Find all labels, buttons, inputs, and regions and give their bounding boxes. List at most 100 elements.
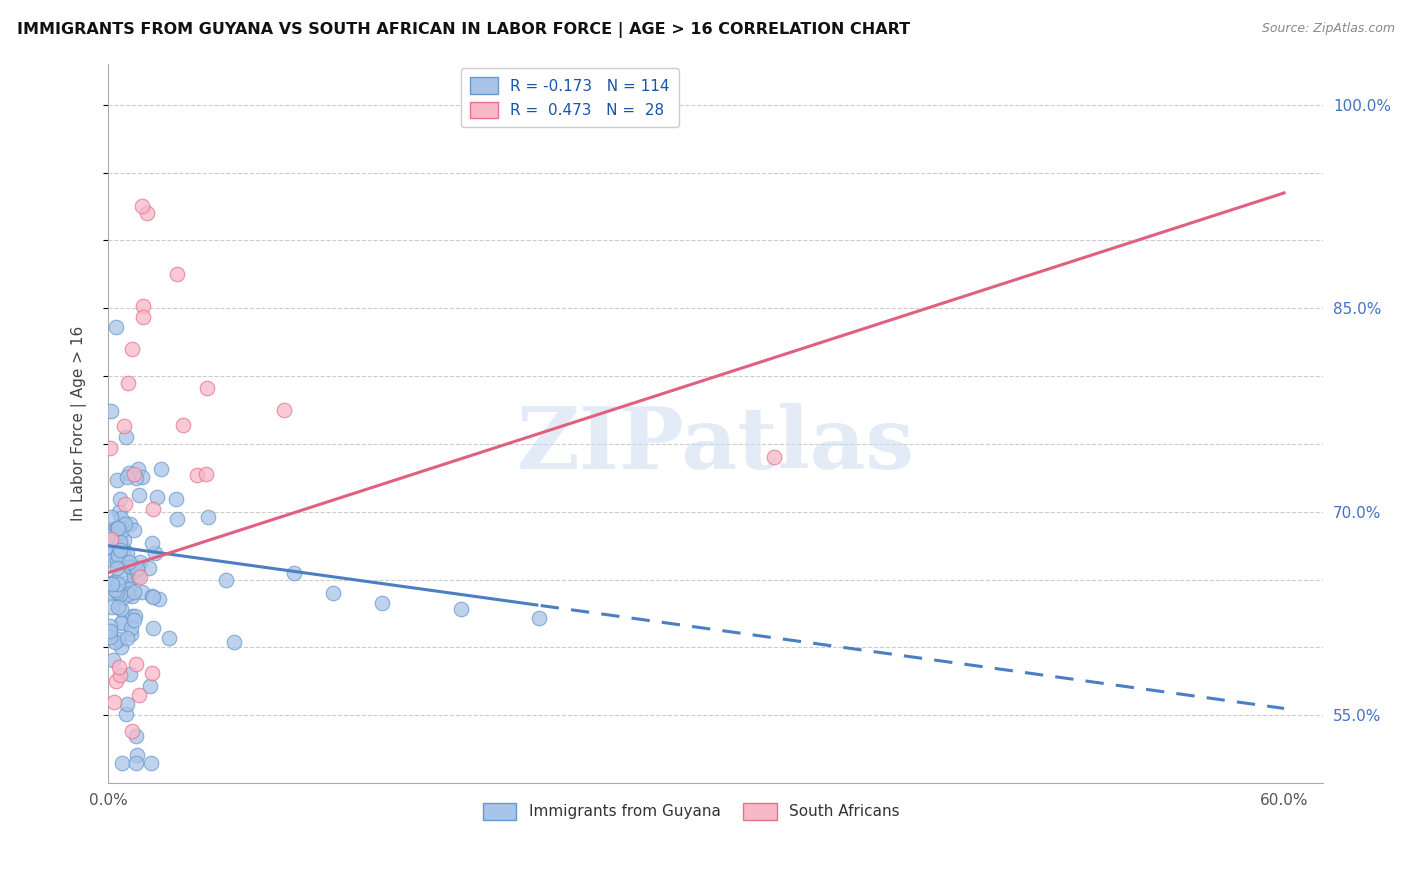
Point: [118, 666, 141, 681]
Point: [112, 419, 135, 434]
Point: [197, 509, 219, 524]
Point: [115, 706, 138, 721]
Point: [142, 590, 165, 604]
Point: [129, 570, 152, 584]
Point: [100, 630, 122, 644]
Point: [101, 581, 124, 595]
Point: [114, 582, 136, 597]
Point: [148, 592, 170, 607]
Point: [108, 492, 131, 507]
Point: [166, 511, 188, 525]
Point: [110, 540, 132, 554]
Point: [108, 587, 131, 601]
Point: [125, 471, 148, 485]
Point: [107, 505, 129, 519]
Point: [111, 615, 134, 629]
Point: [105, 554, 128, 568]
Point: [450, 602, 472, 616]
Point: [105, 520, 128, 534]
Point: [101, 585, 124, 599]
Point: [115, 546, 138, 560]
Point: [100, 532, 122, 546]
Point: [120, 560, 142, 574]
Point: [172, 418, 194, 433]
Point: [122, 585, 145, 599]
Point: [124, 608, 146, 623]
Point: [104, 574, 127, 589]
Point: [283, 566, 305, 580]
Point: [124, 657, 146, 671]
Point: [108, 660, 131, 674]
Point: [215, 573, 238, 587]
Point: [98, 624, 121, 639]
Point: [107, 521, 129, 535]
Point: [124, 729, 146, 743]
Point: [131, 470, 153, 484]
Point: [118, 555, 141, 569]
Point: [125, 563, 148, 577]
Point: [108, 667, 131, 681]
Point: [138, 561, 160, 575]
Point: [115, 697, 138, 711]
Point: [105, 538, 128, 552]
Point: [101, 653, 124, 667]
Point: [107, 599, 129, 614]
Point: [98, 522, 121, 536]
Point: [101, 553, 124, 567]
Point: [138, 679, 160, 693]
Point: [108, 543, 131, 558]
Point: [142, 621, 165, 635]
Point: [128, 488, 150, 502]
Point: [121, 342, 143, 356]
Point: [132, 310, 155, 324]
Point: [101, 577, 124, 591]
Point: [114, 516, 136, 531]
Point: [120, 559, 142, 574]
Point: [763, 450, 786, 465]
Point: [141, 589, 163, 603]
Point: [195, 381, 218, 395]
Point: [122, 570, 145, 584]
Point: [107, 632, 129, 647]
Point: [105, 585, 128, 599]
Point: [115, 631, 138, 645]
Point: [98, 619, 121, 633]
Point: [128, 688, 150, 702]
Point: [120, 626, 142, 640]
Point: [165, 491, 187, 506]
Point: [114, 575, 136, 590]
Point: [121, 609, 143, 624]
Point: [122, 467, 145, 481]
Point: [104, 635, 127, 649]
Point: [110, 601, 132, 615]
Point: [131, 585, 153, 599]
Point: [136, 206, 159, 220]
Point: [101, 600, 124, 615]
Point: [105, 473, 128, 487]
Point: [117, 376, 139, 390]
Point: [529, 610, 551, 624]
Point: [127, 462, 149, 476]
Point: [146, 490, 169, 504]
Point: [98, 528, 121, 542]
Text: ZIPatlas: ZIPatlas: [516, 403, 915, 487]
Point: [117, 587, 139, 601]
Point: [114, 590, 136, 604]
Point: [157, 631, 180, 645]
Point: [100, 404, 122, 418]
Point: [100, 548, 122, 562]
Point: [108, 570, 131, 584]
Point: [127, 569, 149, 583]
Point: [110, 510, 132, 524]
Point: [105, 561, 128, 575]
Point: [107, 576, 129, 591]
Point: [141, 666, 163, 681]
Point: [149, 462, 172, 476]
Point: [127, 747, 149, 762]
Point: [121, 723, 143, 738]
Point: [273, 403, 295, 417]
Point: [104, 674, 127, 689]
Point: [371, 596, 394, 610]
Point: [141, 756, 163, 770]
Point: [108, 535, 131, 549]
